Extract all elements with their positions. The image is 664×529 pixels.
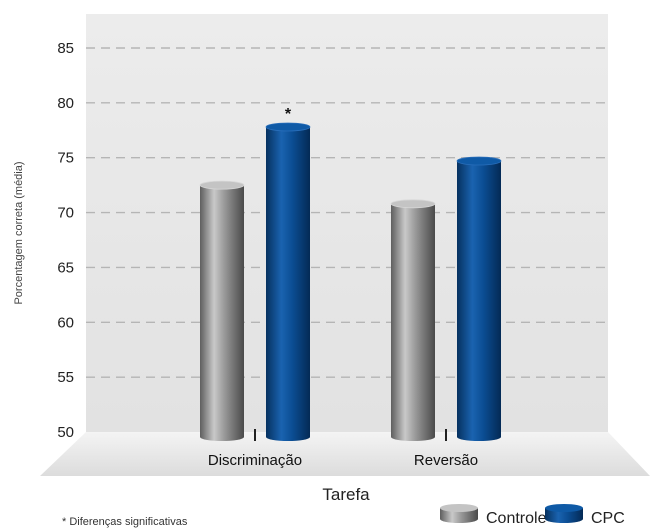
legend-swatch-top [440,504,478,512]
bar-top [456,156,502,166]
y-tick-label: 55 [57,369,74,386]
y-tick-label: 75 [57,150,74,167]
x-axis-label: Tarefa [322,485,370,504]
y-tick-label: 80 [57,95,74,112]
x-category-label: Reversão [414,452,478,469]
bar-top [199,180,245,190]
legend-label: Controle [486,510,547,527]
legend: Controle CPC [440,504,625,527]
legend-swatch [545,508,583,523]
bar-cpc-2 [456,156,502,441]
x-category-label: Discriminação [208,452,302,469]
legend-swatch [440,508,478,523]
chart-floor [40,432,650,476]
footnote: * Diferenças significativas [62,516,188,528]
y-axis-label: Porcentagem correta (média) [13,161,25,304]
y-tick-label: 65 [57,259,74,276]
significance-marker: * [285,106,292,123]
bar-body [200,185,244,441]
bar-top [265,122,311,132]
bar-top [390,199,436,209]
bar-controle-1 [199,180,245,441]
y-tick-label: 50 [57,424,74,441]
bar-cpc-1 [265,122,311,441]
y-tick-label: 85 [57,40,74,57]
legend-item-cpc: CPC [545,504,625,527]
bar-body [457,161,501,441]
legend-label: CPC [591,510,625,527]
bar-controle-2 [390,199,436,441]
legend-swatch-top [545,504,583,512]
legend-item-controle: Controle [440,504,547,527]
bar-body [266,126,310,441]
plot-area [86,14,608,432]
bar-body [391,203,435,441]
y-tick-label: 60 [57,314,74,331]
y-tick-label: 70 [57,205,74,222]
